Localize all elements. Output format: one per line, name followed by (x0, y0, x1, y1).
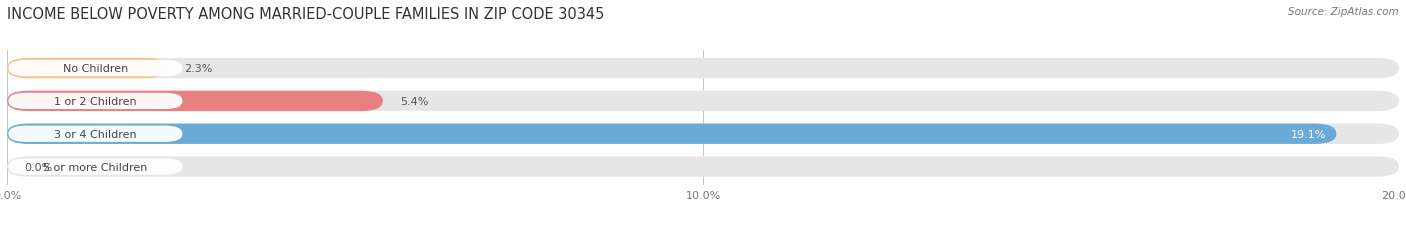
Text: 3 or 4 Children: 3 or 4 Children (53, 129, 136, 139)
FancyBboxPatch shape (7, 59, 167, 79)
FancyBboxPatch shape (8, 159, 183, 175)
Text: 1 or 2 Children: 1 or 2 Children (53, 97, 136, 106)
Text: 2.3%: 2.3% (184, 64, 212, 74)
FancyBboxPatch shape (7, 91, 382, 112)
FancyBboxPatch shape (7, 91, 1399, 112)
FancyBboxPatch shape (8, 126, 183, 142)
FancyBboxPatch shape (7, 59, 1399, 79)
Text: 19.1%: 19.1% (1291, 129, 1326, 139)
Text: Source: ZipAtlas.com: Source: ZipAtlas.com (1288, 7, 1399, 17)
FancyBboxPatch shape (8, 61, 183, 77)
FancyBboxPatch shape (7, 124, 1399, 144)
Text: 5.4%: 5.4% (401, 97, 429, 106)
Text: INCOME BELOW POVERTY AMONG MARRIED-COUPLE FAMILIES IN ZIP CODE 30345: INCOME BELOW POVERTY AMONG MARRIED-COUPL… (7, 7, 605, 22)
Text: 5 or more Children: 5 or more Children (44, 162, 148, 172)
FancyBboxPatch shape (8, 93, 183, 109)
Text: No Children: No Children (63, 64, 128, 74)
FancyBboxPatch shape (7, 157, 1399, 177)
Text: 0.0%: 0.0% (24, 162, 52, 172)
FancyBboxPatch shape (7, 124, 1336, 144)
